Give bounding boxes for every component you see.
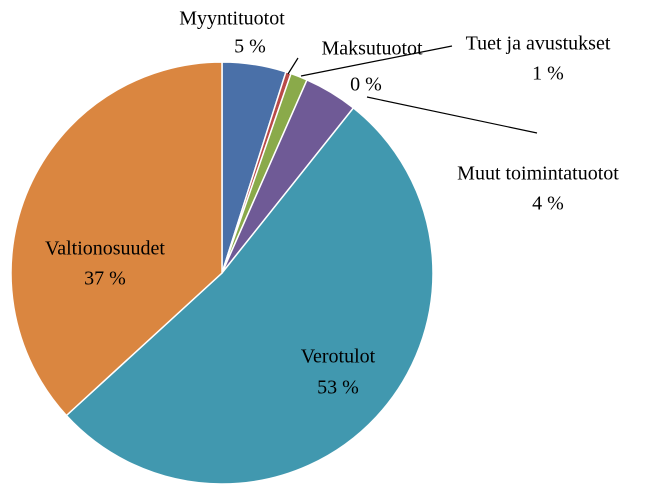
value-label: 0 % <box>350 74 382 96</box>
value-label: 5 % <box>234 36 266 58</box>
slice-label: Myyntituotot <box>179 8 285 30</box>
value-label: 4 % <box>532 193 564 215</box>
value-label: 1 % <box>532 63 564 85</box>
slice-label: Maksutuotot <box>321 38 423 60</box>
leader-line <box>366 96 538 134</box>
slice-label: Muut toimintatuotot <box>457 163 619 185</box>
slice-label: Tuet ja avustukset <box>466 33 611 55</box>
value-label: 37 % <box>84 268 126 290</box>
value-label: 53 % <box>317 377 359 399</box>
slice-label: Valtionosuudet <box>45 238 165 260</box>
slice-label: Verotulot <box>301 346 376 368</box>
leader-line <box>287 57 299 75</box>
pie-slice <box>65 106 434 485</box>
pie-slice <box>10 61 223 417</box>
leader-line <box>300 45 453 77</box>
